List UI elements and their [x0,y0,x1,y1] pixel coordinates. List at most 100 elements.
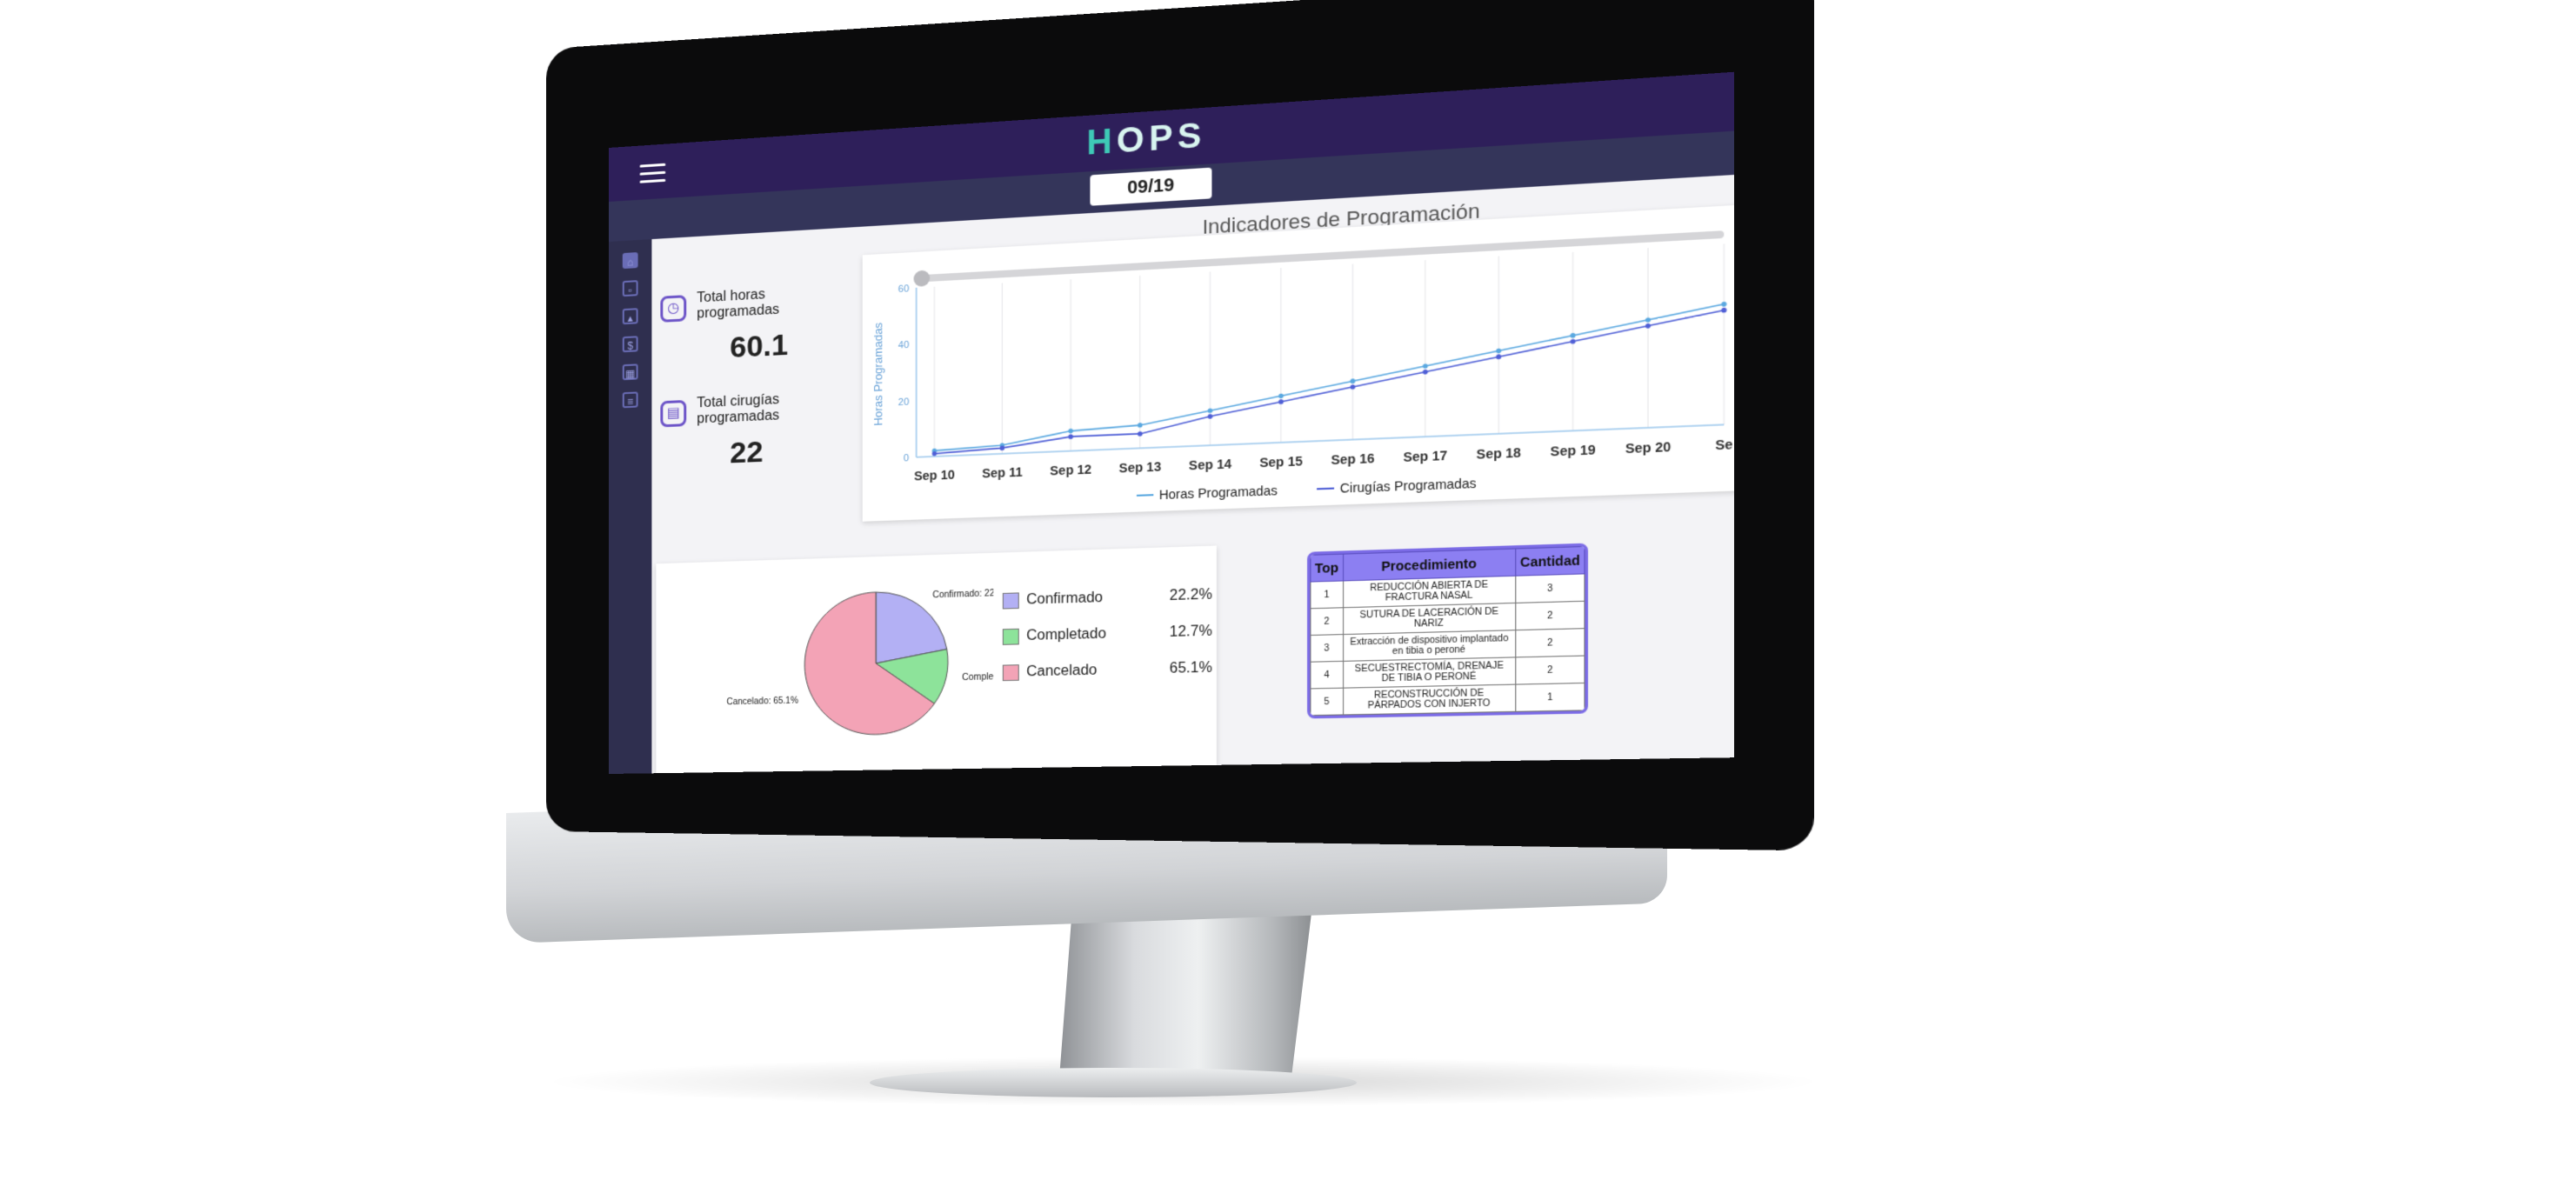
data-point [1570,338,1576,344]
y-tick-label: 60 [898,283,910,295]
data-point [1721,307,1727,313]
chart-icon[interactable]: ▴ [622,308,638,325]
cell-top: 5 [1310,688,1344,716]
legend-swatch [1002,592,1019,610]
top-procedures-table: Top Procedimiento Cantidad 1 REDUCCIÓN A… [1307,543,1588,719]
kpi-total-hours: ◷ Total horas programadas 60.1 [660,283,836,364]
cell-top: 3 [1310,634,1344,663]
y-tick-label: 20 [898,397,910,408]
camera-icon[interactable]: ▫ [622,280,638,297]
x-tick-label: Sep 11 [982,464,1023,480]
line-chart-card: Sep 10 Sep 11 Sep 12 Sep 13 Sep 14 Sep 15 Sep … [862,204,1735,522]
home-icon[interactable]: ⌂ [622,252,638,270]
x-tick-label: Se [1715,437,1732,452]
data-point [1496,354,1502,360]
pie-chart: Confirmado: 22.2% Completado: 12.7% Cancel… [726,588,1043,773]
data-point [1645,317,1651,323]
legend-swatch [1002,664,1019,682]
data-point [1278,399,1284,404]
pie-slice [804,590,934,736]
data-point [1422,363,1428,369]
kpi-label: Total horas programadas [697,287,780,322]
cell-cantidad: 3 [1515,573,1585,603]
data-point [1278,393,1284,399]
sidebar: ⌂ ▫ ▴ $ ▦ ≡ [609,239,652,774]
column-header-cantidad[interactable]: Cantidad [1515,546,1585,577]
clock-icon: ◷ [660,295,687,323]
x-axis [917,424,1725,457]
x-tick-label: Sep 17 [1404,448,1448,464]
data-point [1207,408,1213,414]
legend-percent: 22.2% [1169,586,1212,604]
kpi-total-surgeries: ▤ Total cirugías programadas 22 [660,390,836,470]
kpi-label: Total cirugías programadas [697,391,780,427]
data-point [1138,423,1143,428]
data-point [1570,332,1576,338]
legend-item-confirmado: Confirmado 22.2% [1002,587,1212,610]
y-tick-label: 40 [898,340,910,351]
data-point [1207,414,1213,419]
legend-item-completado: Completado 12.7% [1002,623,1212,645]
cell-procedimiento: RECONSTRUCCIÓN DE PÁRPADOS CON INJERTO [1343,684,1516,715]
clipboard-icon: ▤ [660,399,687,428]
pie-slice [876,649,948,704]
calendar-icon[interactable]: ▦ [622,363,638,381]
x-tick-label: Sep 19 [1551,442,1596,458]
column-header-top[interactable]: Top [1310,554,1344,583]
legend-percent: 12.7% [1169,623,1212,641]
legend-marker [1137,495,1153,496]
data-point [1645,323,1651,329]
line-chart: Sep 10 Sep 11 Sep 12 Sep 13 Sep 14 Sep 15 Sep … [871,230,1733,502]
pie-callout: Completado: 12.7% [962,671,993,683]
cell-cantidad: 2 [1515,601,1585,630]
data-point [1721,301,1727,307]
cell-top: 4 [1310,661,1344,689]
data-point [1350,378,1356,384]
pie-slice [876,590,947,663]
kpi-value: 60.1 [730,328,789,365]
monitor-stand-foot [870,1068,1357,1097]
data-point [1068,428,1073,434]
cell-top: 1 [1310,580,1344,609]
x-tick-label: Sep 18 [1477,445,1522,462]
cell-procedimiento: SUTURA DE LACERACIÓN DE NARIZ [1343,603,1516,635]
y-axis-label: Horas Programadas [871,323,885,427]
dashboard-screen: HOPS 09/19 ⌂ ▫ ▴ $ ▦ ≡ Indicadores de Pr… [609,71,1735,774]
data-point [1496,348,1502,354]
data-point [1422,369,1428,375]
x-tick-label: Sep 20 [1625,439,1672,457]
legend-label: Confirmado [1026,590,1104,608]
cell-procedimiento: SECUESTRECTOMÍA, DRENAJE DE TIBIA O PERO… [1343,657,1516,689]
legend-label: Horas Programadas [1159,483,1278,502]
chart-scroll-handle [913,270,931,287]
x-tick-label: Sep 14 [1189,457,1231,473]
list-icon[interactable]: ≡ [622,391,638,409]
data-point [1350,384,1356,390]
series-line [934,310,1724,454]
data-point [1138,431,1143,437]
chart-scroll-bar [916,230,1725,283]
pie-callout: Confirmado: 22.2% [932,588,993,600]
y-tick-label: 0 [904,453,909,464]
cell-cantidad: 1 [1515,683,1585,712]
x-tick-label: Sep 13 [1119,459,1162,476]
cell-procedimiento: Extracción de dispositivo implantado en … [1343,630,1516,662]
data-point [1068,434,1073,439]
legend-percent: 65.1% [1169,660,1212,677]
legend-label: Cancelado [1026,663,1098,680]
legend-label: Cirugías Programadas [1340,476,1477,496]
cell-top: 2 [1310,607,1344,636]
dollar-icon[interactable]: $ [622,336,638,353]
x-tick-label: Sep 16 [1331,450,1374,467]
cell-cantidad: 2 [1515,628,1585,657]
x-tick-label: Sep 12 [1050,462,1091,478]
pie-callout: Cancelado: 65.1% [726,696,798,707]
legend-swatch [1002,628,1019,645]
legend-item-cancelado: Cancelado 65.1% [1002,660,1212,682]
legend-label: Completado [1026,626,1106,644]
pie-chart-card: Confirmado: 22.2% Completado: 12.7% Cancel… [656,545,1217,774]
table-row[interactable]: 5 RECONSTRUCCIÓN DE PÁRPADOS CON INJERTO… [1310,683,1585,716]
x-tick-label: Sep 10 [914,467,955,483]
kpi-value: 22 [730,435,764,470]
cell-cantidad: 2 [1515,656,1585,685]
